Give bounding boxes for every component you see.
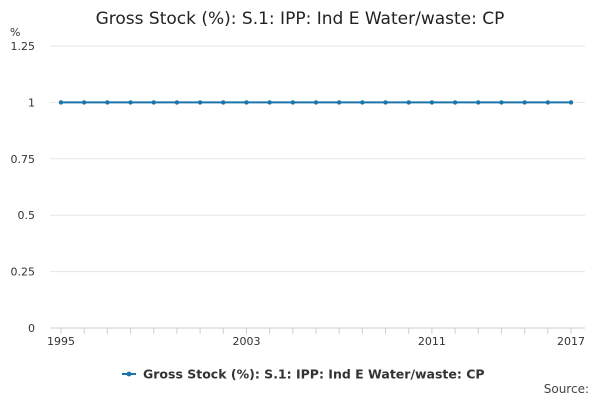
source-label: Source: <box>544 382 589 396</box>
data-point <box>58 100 64 105</box>
legend[interactable]: Gross Stock (%): S.1: IPP: Ind E Water/w… <box>122 367 485 382</box>
data-point <box>313 100 319 105</box>
y-tick-label: 0 <box>28 322 35 335</box>
data-point <box>128 100 133 105</box>
x-tick-label: 2011 <box>418 335 446 348</box>
data-point <box>336 100 342 105</box>
data-point <box>383 100 388 105</box>
data-point <box>197 100 203 105</box>
y-tick-label: 0.25 <box>11 266 36 279</box>
x-axis-ticks: 1995 2003 2011 2017 <box>47 328 585 348</box>
x-tick-label: 2003 <box>232 335 260 348</box>
data-point <box>290 100 296 105</box>
y-tick-label: 1 <box>28 96 35 109</box>
data-point <box>522 100 527 105</box>
data-point <box>499 100 504 105</box>
data-point <box>105 100 110 105</box>
data-point <box>545 100 551 105</box>
y-tick-label: 0.5 <box>18 209 36 222</box>
data-point <box>452 100 458 105</box>
data-point <box>174 100 180 105</box>
data-point <box>360 100 365 105</box>
data-point <box>151 100 156 105</box>
x-tick-label: 2017 <box>557 335 585 348</box>
chart-title: Gross Stock (%): S.1: IPP: Ind E Water/w… <box>96 9 505 29</box>
data-point <box>406 100 411 105</box>
data-point <box>221 100 226 105</box>
data-point <box>81 100 87 105</box>
series-layer <box>58 100 574 105</box>
legend-label: Gross Stock (%): S.1: IPP: Ind E Water/w… <box>143 367 485 382</box>
data-point <box>568 100 574 105</box>
y-axis-unit: % <box>10 26 20 39</box>
data-point <box>267 100 272 105</box>
grid-lines <box>50 45 585 329</box>
y-tick-label: 0.75 <box>11 153 36 166</box>
legend-swatch-marker <box>126 371 132 377</box>
y-axis-ticks: 0 0.25 0.5 0.75 1 1.25 <box>11 40 36 335</box>
x-tick-label: 1995 <box>47 335 75 348</box>
data-point <box>244 100 249 105</box>
data-point <box>476 100 481 105</box>
y-tick-label: 1.25 <box>11 40 36 53</box>
data-point <box>429 100 435 105</box>
